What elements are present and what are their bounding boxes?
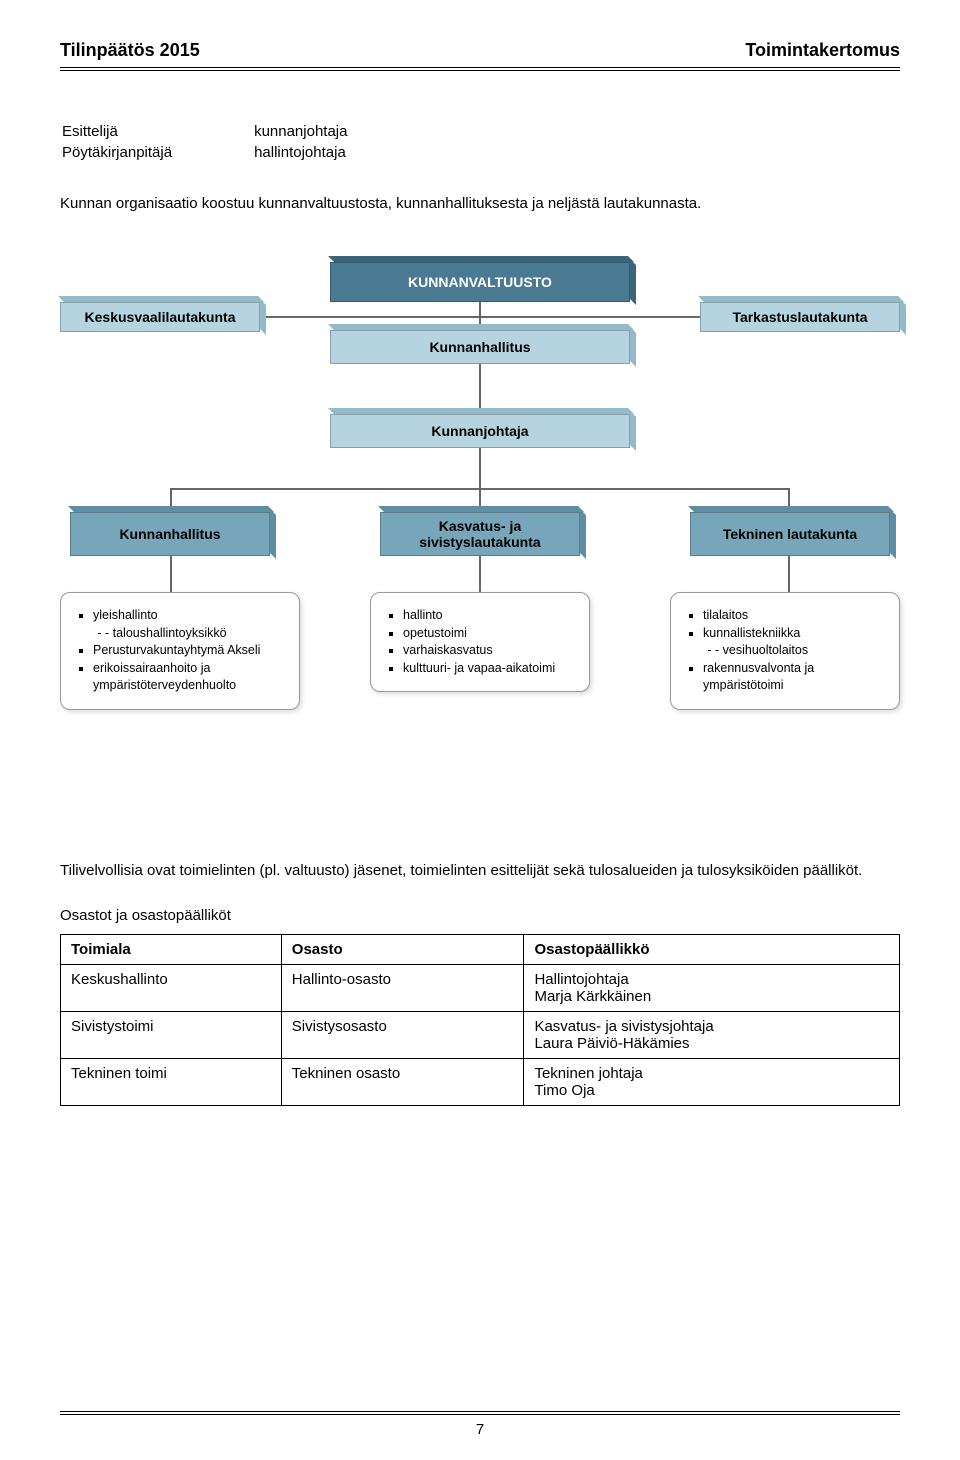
table-header-row: Toimiala Osasto Osastopäällikkö [61, 935, 900, 965]
table-header: Toimiala [61, 935, 282, 965]
table-cell: Tekninen johtaja Timo Oja [524, 1059, 900, 1106]
box-kunnanvaltuusto: KUNNANVALTUUSTO [330, 262, 630, 302]
table-cell: Hallintojohtaja Marja Kärkkäinen [524, 965, 900, 1012]
intro-roles: Esittelijä kunnanjohtaja Pöytäkirjanpitä… [60, 121, 429, 165]
box-kunnanhallitus-leaf: Kunnanhallitus [70, 512, 270, 556]
detail-item: kunnallistekniikka - vesihuoltolaitos [703, 625, 883, 660]
connector [479, 364, 481, 414]
box-label: KUNNANVALTUUSTO [330, 262, 630, 302]
org-chart: KUNNANVALTUUSTO Keskusvaalilautakunta Ta… [60, 252, 900, 832]
page-footer: 7 [60, 1411, 900, 1438]
table-cell: Tekninen osasto [281, 1059, 524, 1106]
header-left: Tilinpäätös 2015 [60, 40, 200, 61]
detail-item: hallinto [403, 607, 573, 625]
table-row: Keskushallinto Hallinto-osasto Hallintoj… [61, 965, 900, 1012]
body-paragraph: Tilivelvollisia ovat toimielinten (pl. v… [60, 862, 900, 879]
detail-text: yleishallinto [93, 608, 158, 622]
detail-subitem: - taloushallintoyksikkö [105, 625, 283, 643]
detail-text: kunnallistekniikka [703, 626, 800, 640]
table-cell: Kasvatus- ja sivistysjohtaja Laura Päivi… [524, 1012, 900, 1059]
box-tarkastus: Tarkastuslautakunta [700, 302, 900, 332]
detail-item: varhaiskasvatus [403, 642, 573, 660]
intro-row: Esittelijä kunnanjohtaja [62, 123, 427, 142]
table-row: Tekninen toimi Tekninen osasto Tekninen … [61, 1059, 900, 1106]
detail-subitem: - vesihuoltolaitos [715, 642, 883, 660]
detail-item: erikoissairaanhoito ja ympäristöterveyde… [93, 660, 283, 695]
box-kasvatus: Kasvatus- ja sivistyslautakunta [380, 512, 580, 556]
box-label: Kunnanhallitus [330, 330, 630, 364]
box-label: Tarkastuslautakunta [700, 302, 900, 332]
connector [479, 556, 481, 592]
intro-value: hallintojohtaja [254, 144, 427, 163]
table-cell: Hallinto-osasto [281, 965, 524, 1012]
box-label: Kunnanhallitus [70, 512, 270, 556]
intro-paragraph: Kunnan organisaatio koostuu kunnanvaltuu… [60, 195, 900, 212]
header-rule [60, 70, 900, 71]
header-right: Toimintakertomus [745, 40, 900, 61]
table-row: Sivistystoimi Sivistysosasto Kasvatus- j… [61, 1012, 900, 1059]
intro-value: kunnanjohtaja [254, 123, 427, 142]
connector [479, 448, 481, 488]
osasto-table: Toimiala Osasto Osastopäällikkö Keskusha… [60, 934, 900, 1106]
intro-label: Pöytäkirjanpitäjä [62, 144, 252, 163]
detail-item: Perusturvakuntayhtymä Akseli [93, 642, 283, 660]
page-header: Tilinpäätös 2015 Toimintakertomus [60, 40, 900, 68]
table-cell: Sivistystoimi [61, 1012, 282, 1059]
detail-box-1: yleishallinto - taloushallintoyksikkö Pe… [60, 592, 300, 710]
page-number: 7 [60, 1421, 900, 1438]
detail-item: rakennusvalvonta ja ympäristötoimi [703, 660, 883, 695]
box-kunnanjohtaja: Kunnanjohtaja [330, 414, 630, 448]
table-cell: Tekninen toimi [61, 1059, 282, 1106]
box-label: Keskusvaalilautakunta [60, 302, 260, 332]
connector [170, 556, 172, 592]
box-label: Tekninen lautakunta [690, 512, 890, 556]
table-header: Osastopäällikkö [524, 935, 900, 965]
box-label: Kasvatus- ja sivistyslautakunta [380, 512, 580, 556]
detail-item: opetustoimi [403, 625, 573, 643]
table-cell: Sivistysosasto [281, 1012, 524, 1059]
detail-item: tilalaitos [703, 607, 883, 625]
box-kunnanhallitus: Kunnanhallitus [330, 330, 630, 364]
detail-box-2: hallinto opetustoimi varhaiskasvatus kul… [370, 592, 590, 692]
connector [788, 556, 790, 592]
intro-row: Pöytäkirjanpitäjä hallintojohtaja [62, 144, 427, 163]
table-header: Osasto [281, 935, 524, 965]
intro-label: Esittelijä [62, 123, 252, 142]
table-heading: Osastot ja osastopäälliköt [60, 907, 900, 924]
table-cell: Keskushallinto [61, 965, 282, 1012]
detail-item: kulttuuri- ja vapaa-aikatoimi [403, 660, 573, 678]
box-tekninen: Tekninen lautakunta [690, 512, 890, 556]
box-label: Kunnanjohtaja [330, 414, 630, 448]
detail-box-3: tilalaitos kunnallistekniikka - vesihuol… [670, 592, 900, 710]
detail-item: yleishallinto - taloushallintoyksikkö [93, 607, 283, 642]
box-keskusvaali: Keskusvaalilautakunta [60, 302, 260, 332]
